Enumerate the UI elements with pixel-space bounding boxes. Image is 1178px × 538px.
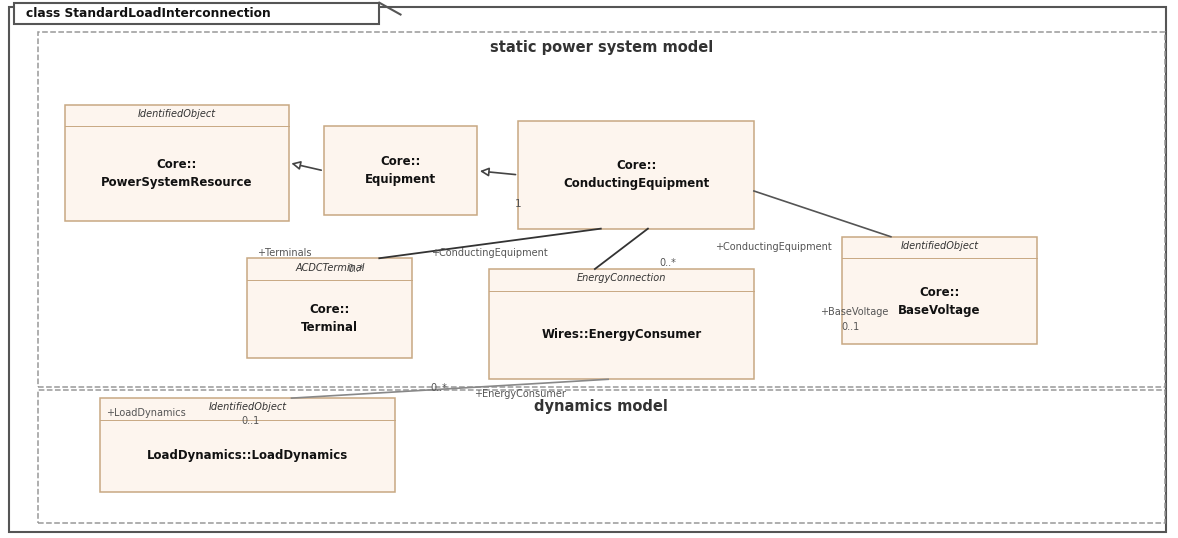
Text: IdentifiedObject: IdentifiedObject [209,402,286,413]
FancyBboxPatch shape [324,126,477,215]
Text: Core::
Terminal: Core:: Terminal [302,303,358,334]
Text: Core::
BaseVoltage: Core:: BaseVoltage [898,286,981,317]
Text: static power system model: static power system model [490,40,713,55]
FancyBboxPatch shape [518,121,754,229]
Text: ACDCTerminal: ACDCTerminal [296,263,364,273]
Text: +Terminals: +Terminals [257,248,311,258]
Text: +EnergyConsumer: +EnergyConsumer [474,390,565,399]
FancyBboxPatch shape [489,269,754,379]
Text: IdentifiedObject: IdentifiedObject [138,109,216,119]
FancyBboxPatch shape [247,258,412,358]
Text: +LoadDynamics: +LoadDynamics [106,408,186,417]
Text: 1: 1 [515,200,522,209]
Text: 0..*: 0..* [430,384,446,393]
Text: +ConductingEquipment: +ConductingEquipment [431,248,548,258]
Text: dynamics model: dynamics model [535,399,668,414]
FancyBboxPatch shape [9,7,1166,532]
FancyBboxPatch shape [842,237,1037,344]
Text: 0..*: 0..* [348,264,364,274]
Text: LoadDynamics::LoadDynamics: LoadDynamics::LoadDynamics [147,449,348,463]
Text: EnergyConnection: EnergyConnection [577,273,666,284]
Text: +BaseVoltage: +BaseVoltage [820,307,888,317]
Text: +ConductingEquipment: +ConductingEquipment [715,243,832,252]
Text: 0..1: 0..1 [241,416,259,426]
Text: Core::
ConductingEquipment: Core:: ConductingEquipment [563,159,709,190]
Text: 0..*: 0..* [660,258,676,267]
FancyBboxPatch shape [14,3,379,24]
Text: Core::
PowerSystemResource: Core:: PowerSystemResource [101,158,252,189]
Text: Wires::EnergyConsumer: Wires::EnergyConsumer [541,328,702,342]
FancyBboxPatch shape [65,105,289,221]
FancyBboxPatch shape [100,398,395,492]
Text: 0..1: 0..1 [841,322,859,331]
Text: IdentifiedObject: IdentifiedObject [900,241,979,251]
Text: Core::
Equipment: Core:: Equipment [365,155,436,186]
Text: class StandardLoadInterconnection: class StandardLoadInterconnection [26,7,271,20]
